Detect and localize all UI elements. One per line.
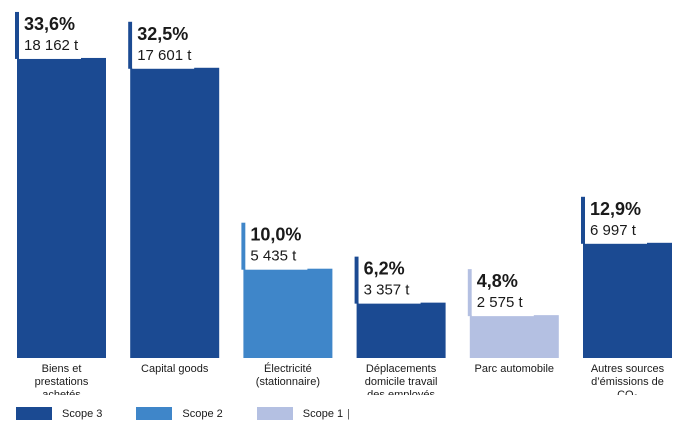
legend-item-scope-1: Scope 1 | <box>256 407 350 420</box>
label-background <box>132 21 195 69</box>
bar-accent-line <box>241 222 246 270</box>
category-label: Autres sources d’émissions de CO₂ <box>591 363 665 395</box>
bar-accent-line <box>581 196 585 244</box>
legend-swatch-scope-1 <box>256 407 293 420</box>
label-background <box>358 256 421 304</box>
legend-label-scope-1: Scope 1 <box>302 407 344 420</box>
bar <box>243 268 333 358</box>
bar-accent-line <box>467 269 472 317</box>
label-background <box>19 11 81 59</box>
label-background <box>585 196 647 244</box>
percent-label: 4,8% <box>477 271 518 291</box>
category-label: Déplacements domicile travail des employés <box>365 363 438 395</box>
legend-item-scope-3: Scope 3 <box>16 407 102 420</box>
label-background <box>471 269 534 317</box>
percent-label: 6,2% <box>364 259 405 279</box>
bar-group: 6,2% 3 357 t Déplacements domicile travail d… <box>354 256 446 395</box>
bar-group: 4,8% 2 575 t Parc automobile <box>467 269 559 375</box>
category-label: Électricité (stationnaire) <box>256 362 320 388</box>
bar <box>469 315 559 358</box>
bar-accent-line <box>15 11 19 59</box>
category-label: Capital goods <box>141 363 209 375</box>
percent-label: 10,0% <box>250 225 301 245</box>
tonnes-label: 6 997 t <box>590 222 637 239</box>
bar <box>17 57 106 359</box>
bar-group: 32,5% 17 601 t Capital goods <box>128 21 220 375</box>
bar-group: 33,6% 18 162 t Biens et prestations achetés <box>15 11 106 395</box>
bar-accent-line <box>128 21 133 69</box>
percent-label: 33,6% <box>24 14 75 34</box>
tonnes-label: 2 575 t <box>477 294 524 311</box>
bar-group: 12,9% 6 997 t Autres sources d’émissions de… <box>581 196 672 395</box>
legend-item-scope-2: Scope 2 <box>136 407 223 420</box>
bar <box>130 67 220 359</box>
percent-label: 32,5% <box>137 24 188 44</box>
tonnes-label: 3 357 t <box>364 282 411 299</box>
legend-label-scope-2: Scope 2 <box>182 407 223 420</box>
tonnes-label: 17 601 t <box>137 47 192 64</box>
label-background <box>245 222 308 270</box>
legend-swatch-scope-3 <box>16 407 52 420</box>
category-label: Biens et prestations achetés <box>35 363 89 395</box>
bar-group: 10,0% 5 435 t Électricité (stationnaire) <box>241 222 333 388</box>
bar <box>583 242 672 358</box>
percent-label: 12,9% <box>590 199 641 219</box>
bar-accent-line <box>354 256 359 304</box>
category-label: Parc automobile <box>475 363 555 375</box>
legend-label-scope-3: Scope 3 <box>62 407 103 420</box>
legend-separator: | <box>347 407 350 420</box>
tonnes-label: 18 162 t <box>24 37 79 54</box>
legend-swatch-scope-2 <box>136 407 173 420</box>
legend: Scope 3 Scope 2 Scope 1 | <box>16 407 384 420</box>
tonnes-label: 5 435 t <box>250 248 297 265</box>
bar <box>356 302 446 358</box>
